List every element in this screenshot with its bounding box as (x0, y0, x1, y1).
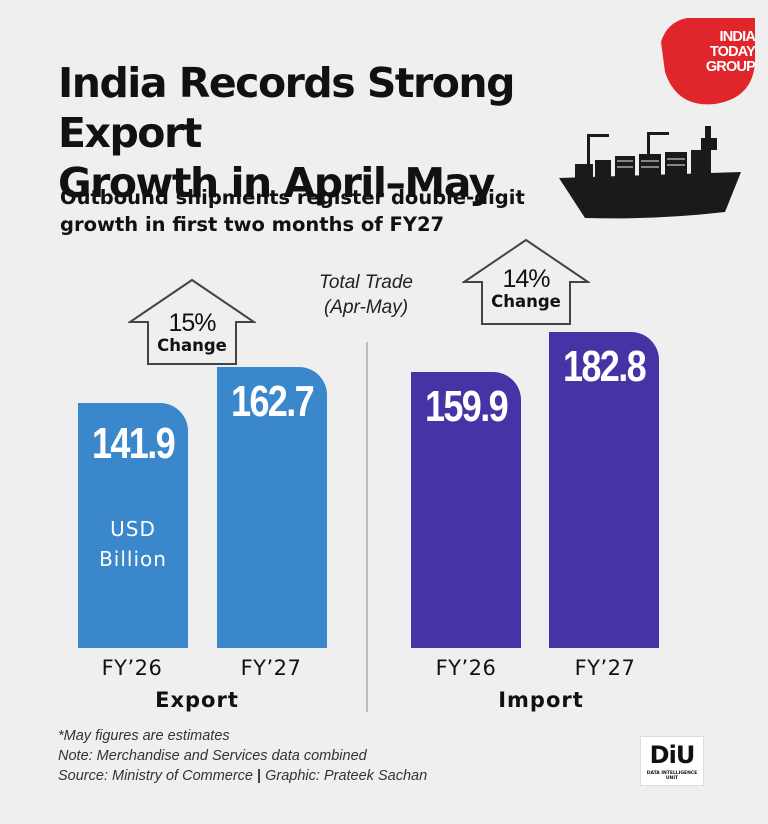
note-graphic-credit: Graphic: Prateek Sachan (265, 768, 428, 784)
logo-line-1: INDIA (719, 29, 756, 45)
logo-text: INDIA TODAY GROUP (675, 29, 756, 75)
note-source: Source: Ministry of Commerce (58, 768, 253, 784)
bar-value-label: 182.8 (562, 342, 647, 391)
data-unit-logo: DiU DATA INTELLIGENCE UNIT (640, 736, 704, 786)
unit-line-2: Billion (99, 547, 167, 571)
subtitle-line-2: growth in first two months of FY27 (60, 213, 445, 236)
up-arrow-icon (462, 238, 590, 325)
diu-logo-subtext: DATA INTELLIGENCE UNIT (646, 771, 698, 781)
export-change-arrow: 15% Change (128, 278, 256, 366)
chart-center-label: Total Trade (Apr-May) (296, 270, 436, 320)
note-combined: Note: Merchandise and Services data comb… (58, 748, 367, 764)
center-label-line-1: Total Trade (319, 272, 413, 293)
page-title: India Records Strong Export Growth in Ap… (58, 58, 658, 208)
footnotes: *May figures are estimates Note: Merchan… (58, 726, 558, 786)
export-bar-fy27: 162.7 (217, 367, 327, 648)
import-bar-fy27: 182.8 (549, 332, 659, 648)
group-label-export: Export (155, 688, 239, 712)
x-tick-label: FY’26 (101, 656, 163, 680)
export-bar-fy26: 141.9 (78, 403, 188, 648)
separator: | (257, 768, 266, 784)
logo-shape-icon (661, 18, 755, 105)
bar-value-label: 162.7 (230, 377, 315, 426)
x-tick-label: FY’26 (435, 656, 497, 680)
export-change-pct: 15% (168, 309, 216, 337)
unit-line-1: USD (110, 517, 156, 541)
import-change-arrow: 14% Change (462, 238, 590, 326)
note-estimates: *May figures are estimates (58, 728, 230, 744)
title-line-2: Growth in April–May (58, 159, 495, 207)
cargo-ship-icon (559, 126, 741, 219)
x-tick-label: FY’27 (240, 656, 302, 680)
publisher-logo: INDIA TODAY GROUP (655, 12, 756, 108)
x-tick-label: FY’27 (574, 656, 636, 680)
import-change-pct: 14% (502, 265, 550, 293)
unit-label: USD Billion (78, 514, 188, 574)
import-bar-fy26: 159.9 (411, 372, 521, 648)
bar-value-label: 159.9 (424, 382, 509, 431)
up-arrow-icon (128, 278, 256, 365)
subtitle: Outbound shipments register double-digit… (60, 184, 540, 238)
group-divider (366, 342, 368, 712)
group-label-import: Import (498, 688, 584, 712)
logo-line-3: GROUP (705, 59, 756, 75)
center-label-line-2: (Apr-May) (323, 297, 409, 318)
logo-line-2: TODAY (709, 44, 756, 60)
export-change-text: 15% Change (128, 310, 256, 356)
diu-logo-text: DiU (649, 741, 696, 769)
subtitle-line-1: Outbound shipments register double-digit (60, 186, 525, 209)
import-change-text: 14% Change (462, 266, 590, 312)
note-source-line: Source: Ministry of Commerce | Graphic: … (58, 766, 558, 786)
import-change-label: Change (491, 292, 561, 311)
title-line-1: India Records Strong Export (58, 59, 515, 157)
bar-value-label: 141.9 (91, 419, 176, 468)
export-change-label: Change (157, 336, 227, 355)
